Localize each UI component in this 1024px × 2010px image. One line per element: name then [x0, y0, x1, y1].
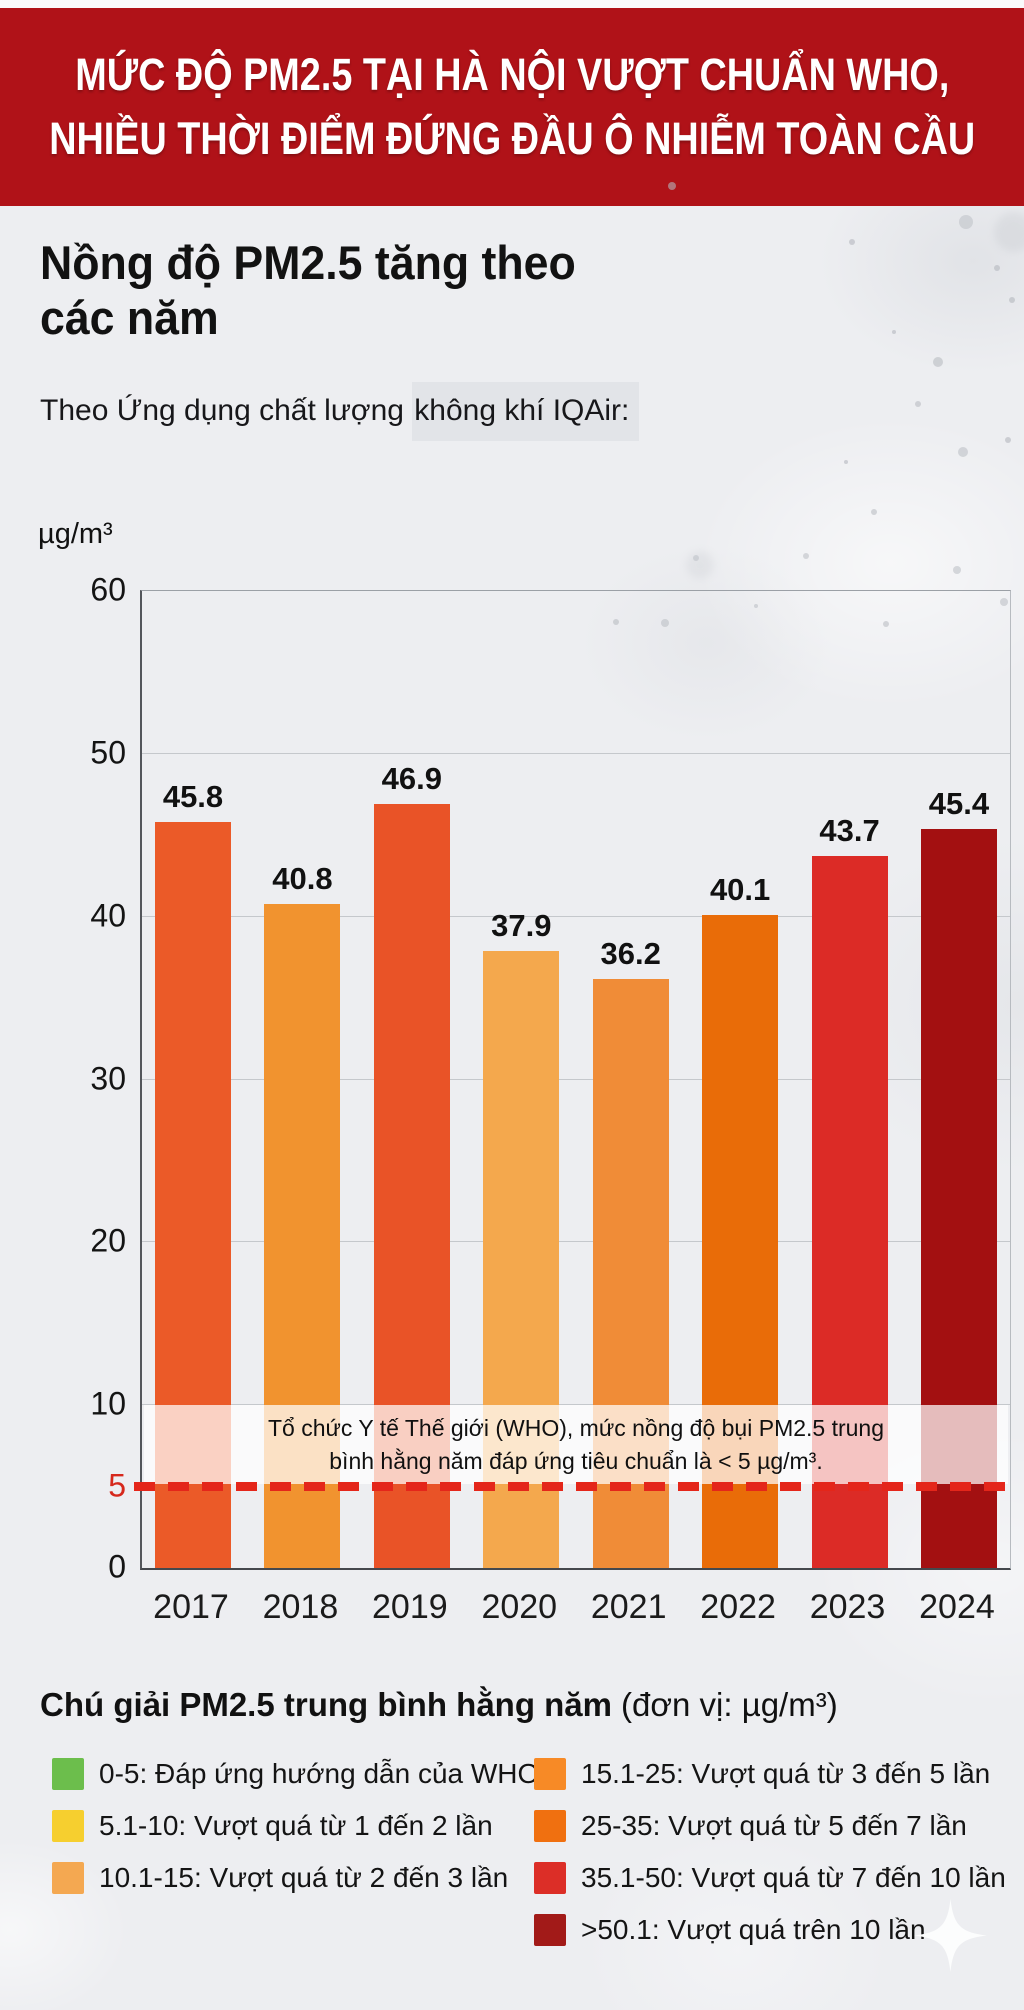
bar-value-label-2017: 45.8: [162, 779, 224, 815]
who-annotation-line-2: bình hằng năm đáp ứng tiêu chuẩn là < 5 …: [329, 1447, 823, 1474]
x-axis-label-2022: 2022: [700, 1588, 776, 1626]
legend-label-1: 5.1-10: Vượt quá từ 1 đến 2 lần: [99, 1810, 493, 1841]
gridline-30: [142, 1078, 1010, 1080]
legend-swatch-5: [534, 1862, 566, 1894]
subtitle-highlight: không khí IQAir:: [412, 382, 640, 441]
particle-dot-6: [1009, 297, 1015, 303]
gridline-20: [142, 1241, 1010, 1243]
particle-dot-10: [958, 447, 968, 457]
legend-title-bold: Chú giải PM2.5 trung bình hằng năm: [40, 1686, 613, 1723]
legend-label-5: 35.1-50: Vượt quá từ 7 đến 10 lần: [581, 1862, 1006, 1893]
y-tick-label-10: 10: [90, 1385, 126, 1422]
x-axis-label-2021: 2021: [590, 1588, 667, 1626]
x-axis-label-2020: 2020: [481, 1588, 558, 1626]
y-tick-label-0: 0: [108, 1548, 126, 1585]
legend-swatch-2: [52, 1862, 84, 1894]
gridline-40: [142, 915, 1010, 917]
x-axis-labels: 2017 2018 2019 2020 2021 2022 2023 2024: [140, 1588, 1008, 1627]
legend-item-0: 0-5: Đáp ứng hướng dẫn của WHO: [52, 1758, 539, 1790]
particle-dot-9: [915, 401, 921, 407]
page-subtitle: Theo Ứng dụng chất lượng không khí IQAir…: [40, 382, 640, 441]
bar-value-label-2019: 46.9: [381, 761, 443, 797]
x-axis-label-2019: 2019: [372, 1588, 448, 1626]
particle-dot-15: [803, 553, 809, 559]
particle-dot-12: [871, 509, 877, 515]
legend-swatch-0: [52, 1758, 84, 1790]
y-tick-label-50: 50: [90, 734, 126, 771]
page-title-line-2: các năm: [40, 290, 219, 344]
legend-swatch-4: [534, 1810, 566, 1842]
x-axis-label-2024: 2024: [919, 1588, 995, 1626]
who-standard-annotation: Tổ chức Y tế Thế giới (WHO), mức nồng độ…: [144, 1405, 1008, 1484]
bar-chart-plot-area: Tổ chức Y tế Thế giới (WHO), mức nồng độ…: [134, 590, 1018, 1570]
legend-column-right: 15.1-25: Vượt quá từ 3 đến 5 lần 25-35: V…: [534, 1758, 1006, 1946]
legend-item-4: 25-35: Vượt quá từ 5 đến 7 lần: [534, 1810, 1006, 1842]
y-axis-unit-label: µg/m³: [38, 518, 113, 550]
legend-item-2: 10.1-15: Vượt quá từ 2 đến 3 lần: [52, 1862, 539, 1894]
x-axis-label-2018: 2018: [262, 1588, 339, 1626]
particle-dot-20: [686, 551, 714, 579]
page-title-line-1: Nồng độ PM2.5 tăng theo: [40, 236, 576, 289]
legend-item-6: >50.1: Vượt quá trên 10 lần: [534, 1914, 1006, 1946]
y-tick-label-30: 30: [90, 1060, 126, 1096]
legend-title: Chú giải PM2.5 trung bình hằng năm (đơn v…: [40, 1686, 838, 1724]
gridline-50: [142, 752, 1010, 754]
legend-label-0: 0-5: Đáp ứng hướng dẫn của WHO: [99, 1758, 540, 1789]
top-margin-strip: [0, 0, 1024, 8]
who-annotation-line-1: Tổ chức Y tế Thế giới (WHO), mức nồng độ…: [267, 1415, 885, 1442]
legend-swatch-1: [52, 1810, 84, 1842]
y-tick-label-5: 5: [108, 1467, 126, 1504]
particle-dot-7: [933, 357, 943, 367]
bar-value-label-2022: 40.1: [709, 872, 771, 908]
gridline-10: [142, 1404, 1010, 1406]
y-tick-label-40: 40: [90, 897, 126, 934]
headline-banner: MỨC ĐỘ PM2.5 TẠI HÀ NỘI VƯỢT CHUẨN WHO, …: [0, 8, 1024, 206]
particle-dot-8: [892, 330, 896, 334]
sparkle-icon: [914, 1899, 987, 1972]
particle-dot-3: [849, 239, 855, 245]
particle-dot-13: [844, 460, 848, 464]
y-tick-label-20: 20: [90, 1222, 126, 1259]
particle-dot-11: [1005, 437, 1011, 443]
bar-value-label-2020: 37.9: [491, 907, 552, 943]
x-axis-label-2017: 2017: [153, 1588, 229, 1626]
legend-column-left: 0-5: Đáp ứng hướng dẫn của WHO 5.1-10: Vư…: [52, 1758, 539, 1894]
who-threshold-dashed-line: [134, 1482, 1018, 1491]
y-tick-label-60: 60: [90, 571, 126, 608]
particle-dot-4: [994, 265, 1000, 271]
bar-value-label-2024: 45.4: [928, 785, 990, 821]
legend-title-unit: (đơn vị: µg/m³): [621, 1686, 838, 1723]
bar-value-label-2021: 36.2: [600, 935, 661, 971]
particle-dot-14: [953, 566, 961, 574]
legend-swatch-3: [534, 1758, 566, 1790]
legend-label-3: 15.1-25: Vượt quá từ 3 đến 5 lần: [581, 1758, 991, 1789]
legend-label-6: >50.1: Vượt quá trên 10 lần: [581, 1914, 926, 1945]
particle-dot-21: [994, 212, 1024, 252]
x-axis-label-2023: 2023: [809, 1588, 886, 1626]
legend-item-3: 15.1-25: Vượt quá từ 3 đến 5 lần: [534, 1758, 1006, 1790]
subtitle-prefix: Theo Ứng dụng chất lượng: [40, 394, 413, 427]
bar-value-label-2018: 40.8: [272, 860, 333, 896]
legend-swatch-6: [534, 1914, 566, 1946]
particle-dot-19: [693, 555, 699, 561]
bar-value-label-2023: 43.7: [819, 813, 880, 849]
banner-line-2: NHIỀU THỜI ĐIỂM ĐỨNG ĐẦU Ô NHIỄM TOÀN CẦ…: [49, 113, 976, 164]
banner-line-1: MỨC ĐỘ PM2.5 TẠI HÀ NỘI VƯỢT CHUẨN WHO,: [74, 48, 950, 100]
legend-label-2: 10.1-15: Vượt quá từ 2 đến 3 lần: [99, 1862, 509, 1893]
legend-item-5: 35.1-50: Vượt quá từ 7 đến 10 lần: [534, 1862, 1006, 1894]
legend-item-1: 5.1-10: Vượt quá từ 1 đến 2 lần: [52, 1810, 539, 1842]
page-title: Nồng độ PM2.5 tăng theo các năm: [40, 236, 576, 346]
legend-label-4: 25-35: Vượt quá từ 5 đến 7 lần: [581, 1810, 967, 1841]
particle-dot-5: [959, 215, 973, 229]
